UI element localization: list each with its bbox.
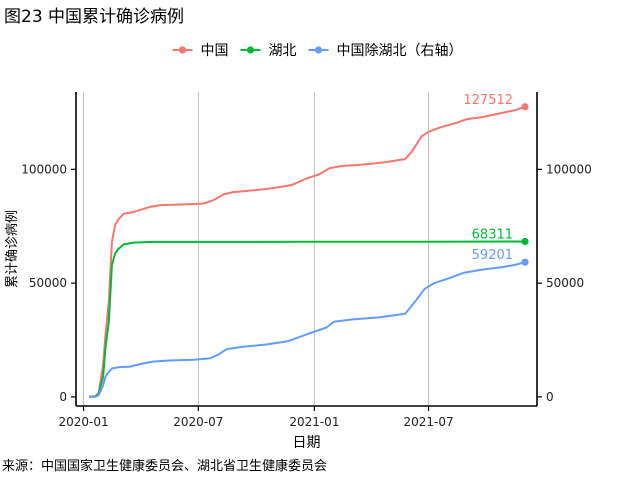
axes: 2020-01 2020-07 2021-01 2021-07 0 50000 100000… bbox=[5, 92, 592, 451]
series-end-label-1: 127512 bbox=[463, 93, 513, 108]
y-axis-title: 累计确诊病例 bbox=[5, 210, 20, 288]
x-tick-label: 2020-07 bbox=[173, 415, 223, 429]
legend-item-3: 中国除湖北（右轴） bbox=[308, 43, 463, 59]
y-tick-label-right: 0 bbox=[546, 390, 554, 404]
legend-swatch-marker bbox=[246, 46, 255, 54]
x-tick-label: 2021-07 bbox=[403, 415, 453, 429]
grid-lines bbox=[83, 92, 429, 406]
x-axis-title: 日期 bbox=[293, 435, 321, 451]
series-end-marker-1 bbox=[521, 103, 529, 111]
series-line-3 bbox=[89, 261, 526, 398]
legend-item-2: 湖北 bbox=[240, 43, 297, 59]
legend: 中国 湖北 中国除湖北（右轴） bbox=[172, 43, 463, 59]
legend-item-1: 中国 bbox=[172, 43, 229, 59]
series-end-marker-2 bbox=[521, 237, 529, 246]
legend-label: 中国 bbox=[201, 43, 229, 59]
series-end-label-2: 68311 bbox=[472, 227, 513, 242]
series-layer: 127512 68311 59201 bbox=[89, 93, 529, 398]
legend-swatch-marker bbox=[314, 46, 323, 54]
legend-label: 中国除湖北（右轴） bbox=[337, 43, 463, 59]
x-tick-label: 2021-01 bbox=[289, 415, 339, 429]
series-line-1 bbox=[89, 105, 526, 398]
y-tick-label-left: 100000 bbox=[21, 162, 67, 176]
series-line-2 bbox=[89, 240, 526, 398]
x-tick-label: 2020-01 bbox=[58, 415, 108, 429]
legend-label: 湖北 bbox=[269, 43, 297, 59]
series-end-marker-3 bbox=[521, 258, 529, 266]
series-end-label-3: 59201 bbox=[472, 248, 513, 263]
y-tick-label-right: 100000 bbox=[546, 162, 592, 176]
y-tick-label-right: 50000 bbox=[546, 276, 584, 290]
y-tick-label-left: 50000 bbox=[29, 276, 67, 290]
source-note: 来源：中国国家卫生健康委员会、湖北省卫生健康委员会 bbox=[2, 459, 328, 474]
figure-title: 图23 中国累计确诊病例 bbox=[4, 7, 185, 27]
legend-swatch-marker bbox=[178, 46, 187, 54]
y-tick-label-left: 0 bbox=[59, 390, 67, 404]
